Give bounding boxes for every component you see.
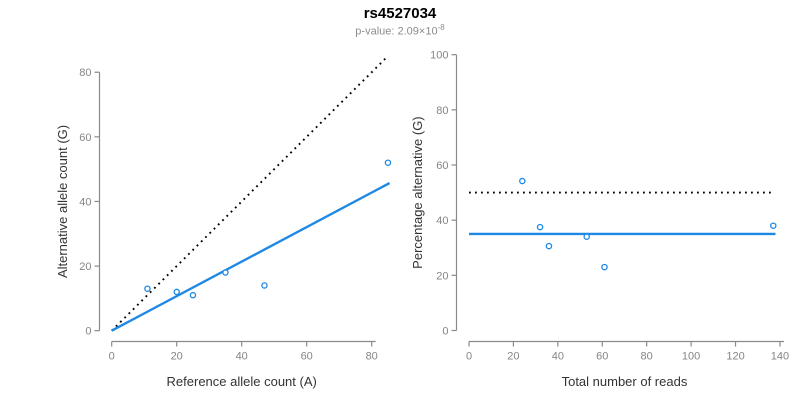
data-point: [222, 269, 229, 276]
y-tick-label: 20: [79, 261, 91, 273]
x-tick-label: 100: [682, 351, 700, 363]
data-point: [583, 233, 590, 240]
data-point: [144, 285, 151, 292]
x-tick-label: 80: [366, 351, 378, 363]
x-tick-label: 40: [552, 351, 564, 363]
identity-line: [111, 57, 387, 332]
data-point: [519, 177, 526, 185]
x-axis-title: Reference allele count (A): [167, 374, 317, 389]
x-tick-label: 20: [507, 351, 519, 363]
y-tick-label: 20: [436, 270, 448, 282]
x-tick-label: 60: [301, 351, 313, 363]
y-tick-label: 60: [436, 160, 448, 172]
x-tick-label: 120: [726, 351, 744, 363]
allele-counts-scatter: 0 20 40 60 80 0 20 40 60 80 Reference allele count…: [55, 57, 392, 389]
data-point: [770, 222, 777, 229]
y-tick-label: 100: [430, 50, 448, 62]
x-tick-label: 140: [771, 351, 789, 363]
data-point: [601, 263, 608, 271]
x-tick-label: 0: [466, 351, 472, 363]
x-tick-label: 40: [236, 351, 248, 363]
y-axis-title: Alternative allele count (G): [55, 125, 70, 278]
data-point: [545, 242, 553, 250]
y-tick-label: 60: [79, 132, 91, 144]
y-tick-label: 80: [79, 67, 91, 79]
y-axis-title: Percentage alternative (G): [410, 116, 425, 268]
data-point: [384, 159, 392, 166]
page-title: rs4527034: [363, 5, 437, 22]
y-tick-label: 80: [436, 105, 448, 117]
data-point: [173, 288, 180, 296]
p-value-exponent: -8: [437, 23, 445, 32]
x-tick-label: 0: [109, 351, 115, 363]
x-axis-title: Total number of reads: [562, 374, 688, 389]
data-point: [189, 291, 197, 299]
y-tick-label: 40: [79, 196, 91, 208]
y-tick-label: 0: [85, 326, 91, 338]
data-point: [261, 282, 268, 289]
p-value-subtitle: p-value: 2.09×10-8: [0, 23, 800, 38]
y-tick-label: 40: [436, 215, 448, 227]
x-tick-label: 20: [171, 351, 183, 363]
y-tick-label: 0: [442, 326, 448, 338]
data-point: [536, 223, 544, 231]
x-tick-label: 60: [596, 351, 608, 363]
regression-line: [111, 181, 391, 332]
x-tick-label: 80: [641, 351, 653, 363]
percentage-vs-reads-scatter: 0 20 40 60 80 100 0 20 40 60 80 100 120 140 Total numb…: [410, 50, 789, 389]
p-value-base: p-value: 2.09×10: [355, 25, 438, 38]
